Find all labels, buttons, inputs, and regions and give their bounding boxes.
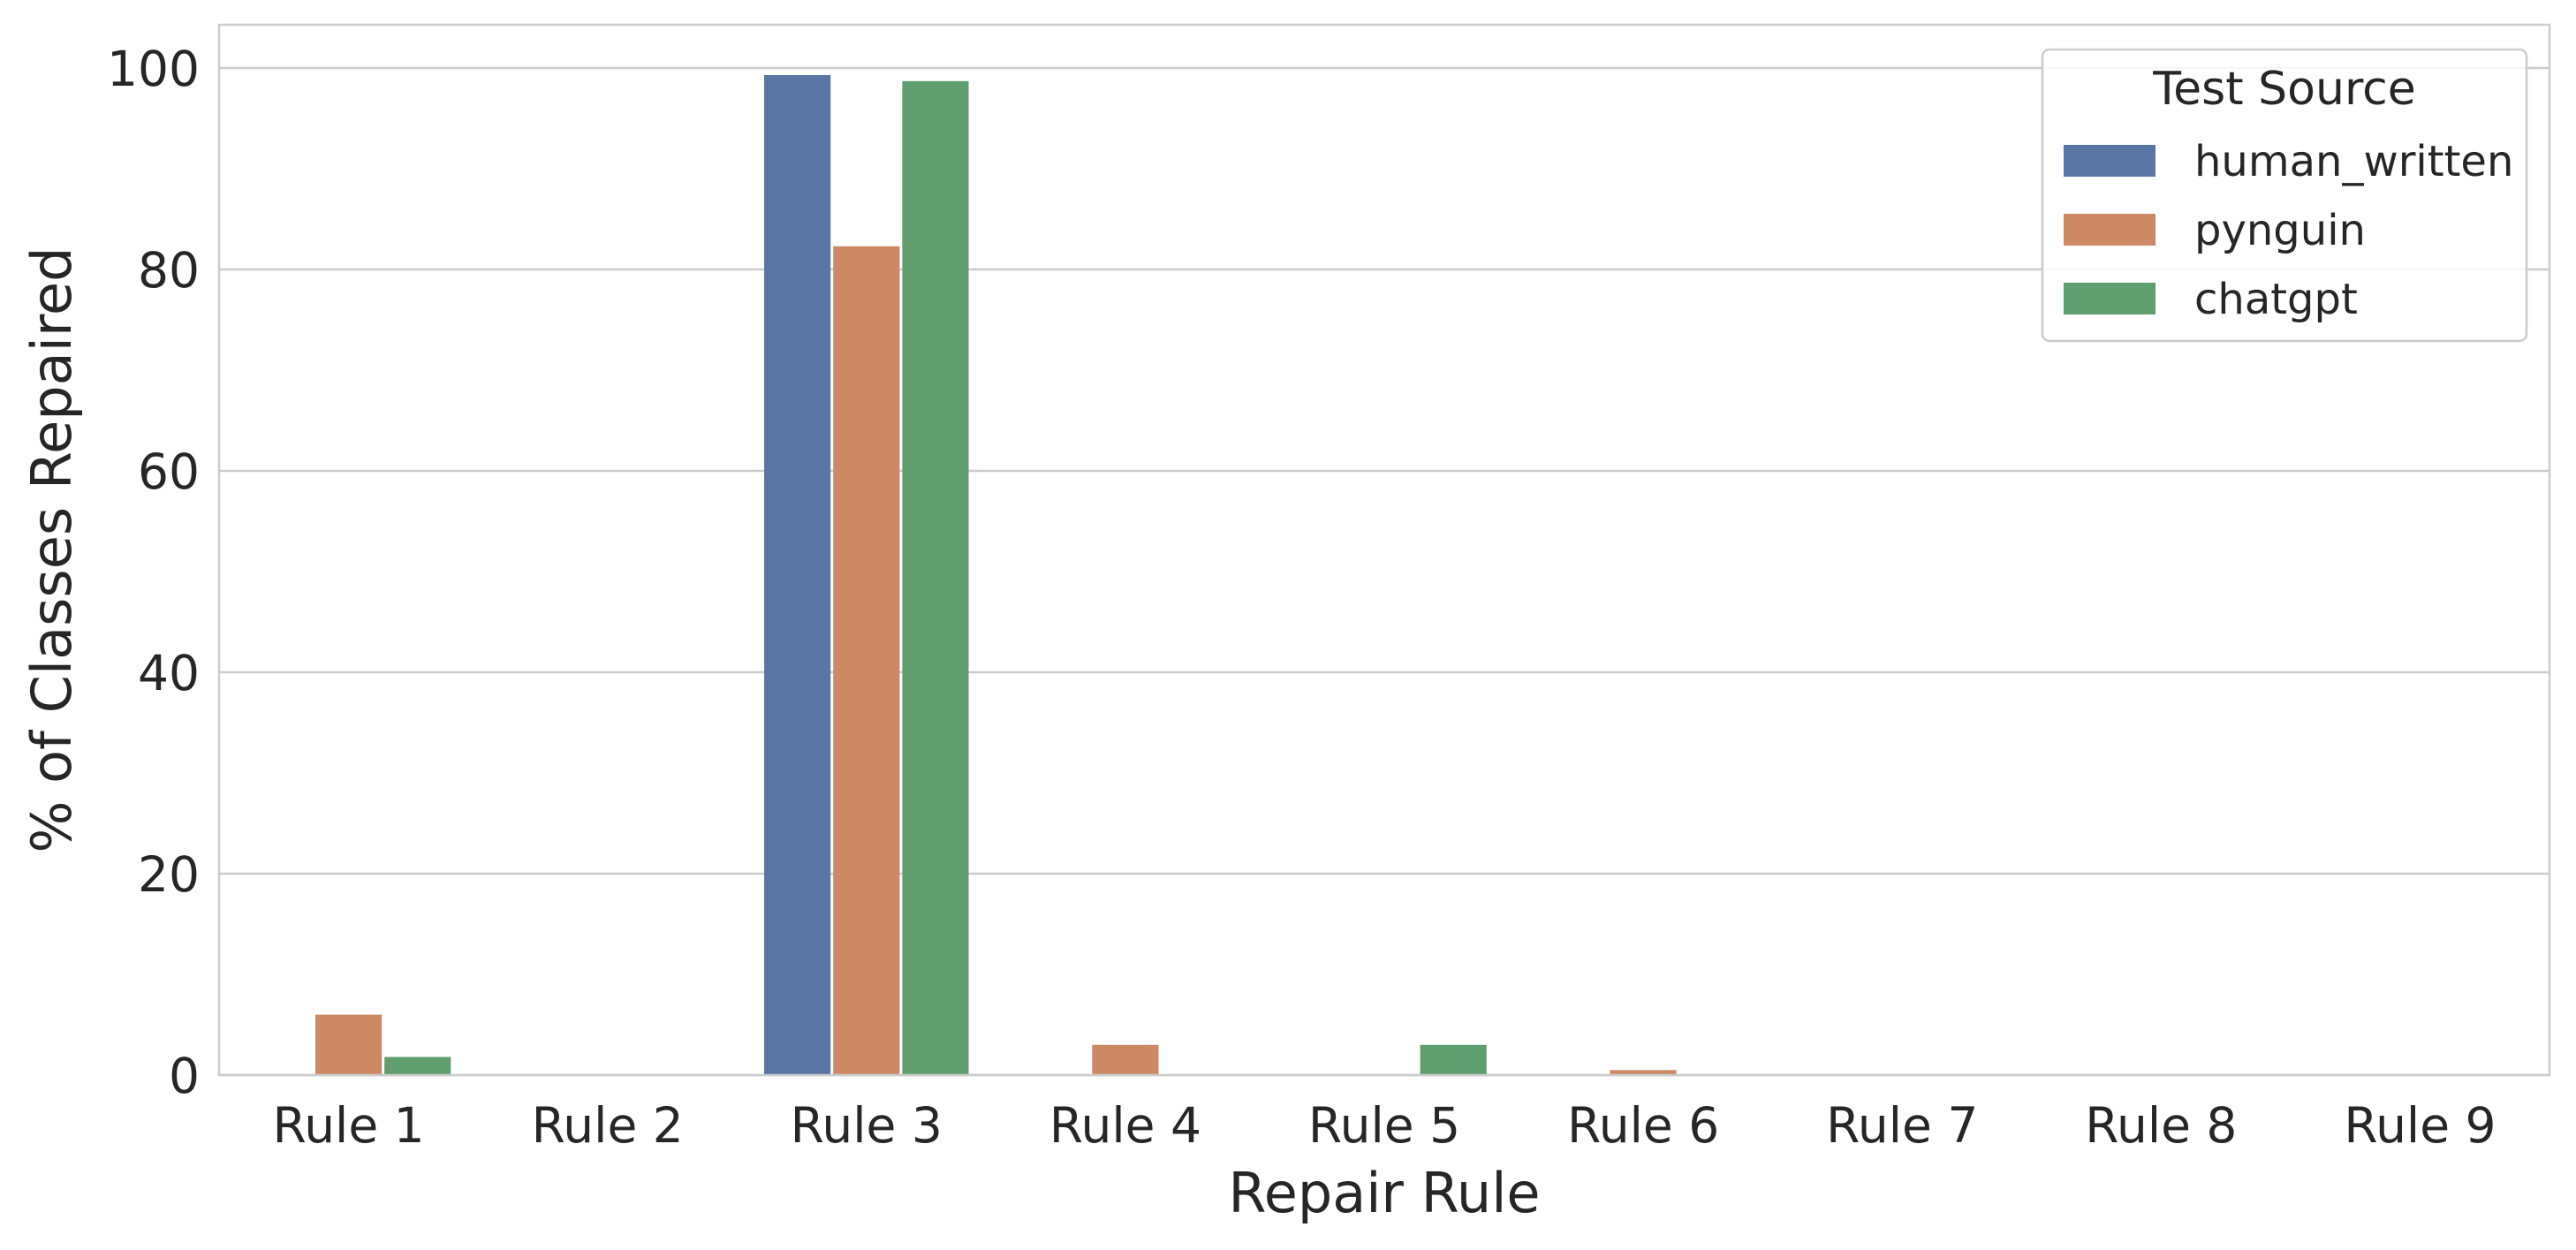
bar-chatgpt-rule-3	[902, 80, 969, 1076]
bars	[314, 74, 1677, 1076]
y-tick-label: 80	[138, 242, 200, 299]
plot-frame	[217, 23, 2551, 1077]
bar-pynguin-rule-4	[1092, 1044, 1159, 1075]
legend-label-chatgpt: chatgpt	[2194, 275, 2358, 324]
x-tick-label: Rule 6	[1567, 1097, 1719, 1154]
x-tick-label: Rule 3	[791, 1097, 943, 1154]
y-tick-label: 0	[169, 1048, 200, 1104]
legend-label-pynguin: pynguin	[2194, 206, 2366, 255]
legend-swatch-chatgpt	[2064, 283, 2156, 314]
y-tick-label: 20	[138, 846, 200, 903]
y-tick-label: 40	[138, 645, 200, 701]
bar-human_written-rule-3	[764, 74, 831, 1076]
x-tick-labels: Rule 1 Rule 2 Rule 3 Rule 4 Rule 5 Rule 6 Rule…	[272, 1097, 2496, 1154]
bar-pynguin-rule-6	[1610, 1070, 1677, 1075]
bar-chatgpt-rule-5	[1420, 1044, 1487, 1075]
x-tick-label: Rule 2	[532, 1097, 684, 1154]
x-axis-title: Repair Rule	[1228, 1161, 1540, 1225]
x-tick-label: Rule 5	[1308, 1097, 1460, 1154]
bar-pynguin-rule-3	[833, 246, 900, 1075]
x-tick-label: Rule 8	[2085, 1097, 2237, 1154]
x-tick-label: Rule 7	[1826, 1097, 1978, 1154]
bar-pynguin-rule-1	[314, 1014, 383, 1075]
y-tick-labels: 0 20 40 60 80 100	[107, 41, 200, 1104]
legend-box	[2041, 48, 2528, 343]
legend-swatch-human_written	[2064, 145, 2156, 177]
bar-chatgpt-rule-1	[384, 1057, 451, 1075]
x-tick-label: Rule 1	[272, 1097, 424, 1154]
legend-title: Test Source	[2152, 63, 2416, 116]
legend-swatch-pynguin	[2064, 214, 2156, 246]
x-tick-label: Rule 4	[1049, 1097, 1201, 1154]
x-tick-label: Rule 9	[2344, 1097, 2496, 1154]
y-tick-label: 60	[138, 443, 200, 500]
y-axis-title: % of Classes Repaired	[19, 247, 84, 853]
y-tick-label: 100	[107, 41, 200, 97]
legend-label-human_written: human_written	[2194, 137, 2513, 186]
